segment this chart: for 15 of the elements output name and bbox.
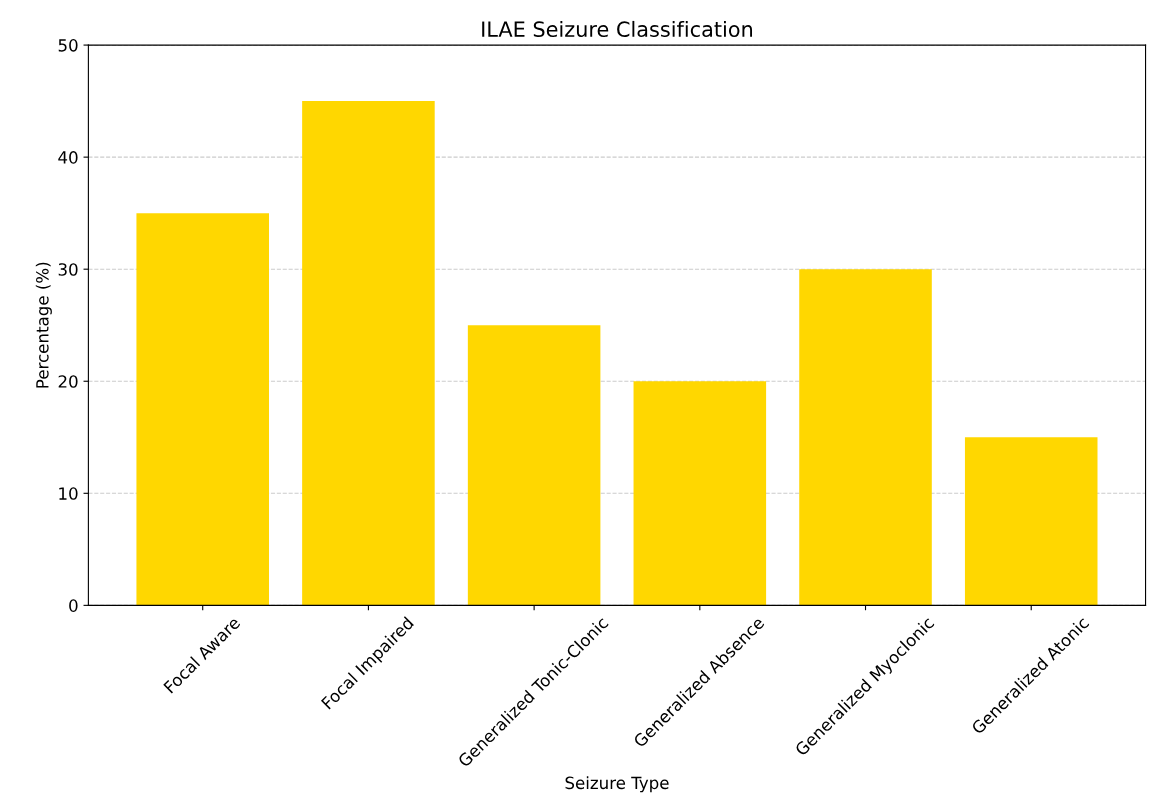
- y-tick-label: 30: [58, 263, 78, 276]
- y-tick-label: 10: [59, 487, 78, 500]
- y-tick-label: 20: [58, 375, 78, 388]
- y-tick-label: 0: [69, 599, 78, 612]
- bar: [799, 269, 932, 606]
- bar: [467, 325, 601, 606]
- y-tick-label: 50: [58, 39, 78, 52]
- bar: [302, 101, 435, 606]
- chart-title: ILAE Seizure Classification: [482, 20, 753, 38]
- x-axis-title: Seizure Type: [565, 776, 669, 793]
- bar: [633, 381, 767, 606]
- bar: [964, 437, 1098, 606]
- bar: [136, 213, 269, 606]
- y-tick-label: 40: [58, 151, 78, 164]
- y-axis-title: Percentage (%): [35, 262, 52, 388]
